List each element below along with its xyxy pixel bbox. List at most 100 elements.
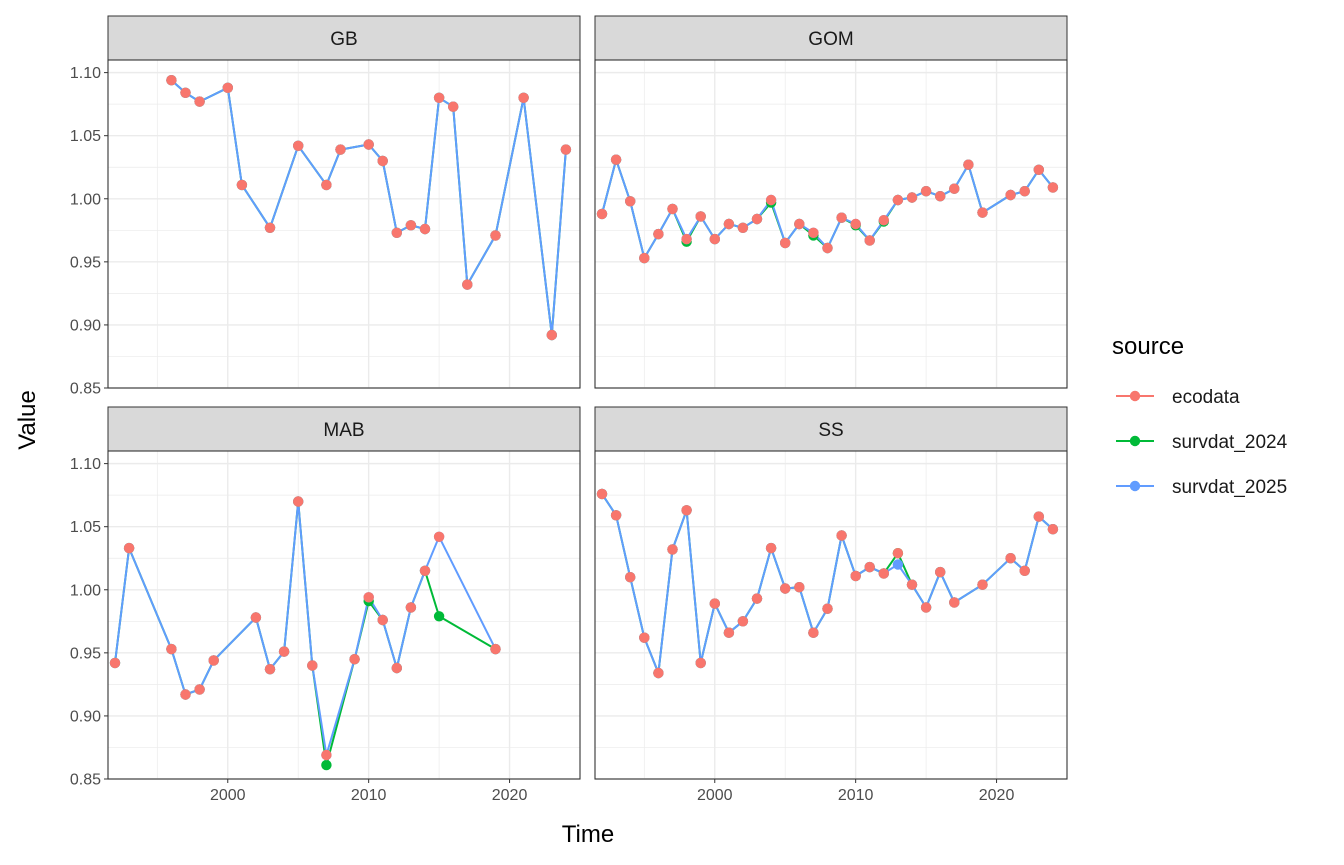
point-ecodata <box>560 144 572 155</box>
point-ecodata <box>977 579 988 590</box>
point-ecodata <box>123 542 135 554</box>
point-ecodata <box>850 218 861 230</box>
point-ecodata <box>906 579 918 590</box>
point-ecodata <box>293 140 304 151</box>
point-ecodata <box>695 211 706 222</box>
point-ecodata <box>695 657 706 669</box>
point-ecodata <box>1033 164 1045 175</box>
point-ecodata <box>737 616 749 627</box>
point-ecodata <box>448 101 459 112</box>
point-ecodata <box>808 227 819 238</box>
point-ecodata <box>906 192 918 203</box>
y-tick-label: 0.90 <box>70 708 101 725</box>
point-ecodata <box>850 570 861 582</box>
point-ecodata <box>709 233 720 245</box>
point-ecodata <box>737 222 749 233</box>
point-ecodata <box>935 191 946 202</box>
point-ecodata <box>490 230 501 241</box>
point-ecodata <box>194 96 205 107</box>
point-ecodata <box>723 627 735 638</box>
point-ecodata <box>596 208 608 220</box>
point-ecodata <box>433 531 445 542</box>
point-ecodata <box>836 212 847 223</box>
point-ecodata <box>264 222 276 233</box>
point-ecodata <box>1005 189 1016 201</box>
legend-entry-survdat_2024: survdat_2024 <box>1116 432 1288 453</box>
point-ecodata <box>808 627 819 638</box>
point-ecodata <box>490 643 501 655</box>
point-ecodata <box>1019 186 1030 197</box>
point-survdat_2025 <box>892 559 904 570</box>
point-ecodata <box>667 203 678 215</box>
point-ecodata <box>878 215 889 226</box>
point-ecodata <box>822 242 833 254</box>
legend-key-point <box>1129 390 1141 402</box>
point-ecodata <box>935 566 946 578</box>
point-ecodata <box>751 213 763 225</box>
legend-label: survdat_2024 <box>1172 432 1288 453</box>
point-ecodata <box>1005 553 1016 564</box>
point-ecodata <box>166 643 177 655</box>
y-tick-label: 0.95 <box>70 254 101 271</box>
point-ecodata <box>794 218 805 230</box>
point-ecodata <box>208 655 219 666</box>
point-ecodata <box>653 667 664 679</box>
panel-border <box>107 450 581 780</box>
y-tick-label: 0.85 <box>70 772 101 789</box>
point-ecodata <box>667 544 678 555</box>
point-ecodata <box>610 154 622 165</box>
panel-ss: SS <box>594 406 1068 780</box>
x-axis-labels: 2000 2010 2020 2000 2010 2020 <box>210 779 1014 804</box>
point-ecodata <box>1019 565 1030 576</box>
facet-strip-label: GOM <box>808 29 853 50</box>
point-ecodata <box>405 602 417 613</box>
facet-strip <box>107 406 581 452</box>
point-ecodata <box>278 646 290 657</box>
point-ecodata <box>518 92 529 104</box>
y-tick-label: 1.00 <box>70 582 101 599</box>
panel-background <box>108 451 580 779</box>
point-ecodata <box>864 235 875 246</box>
x-tick-label: 2010 <box>838 787 874 804</box>
point-ecodata <box>780 583 791 594</box>
panel-background <box>108 60 580 388</box>
point-ecodata <box>892 548 904 559</box>
panel-gom: GOM <box>594 15 1068 389</box>
legend-key-point <box>1129 480 1141 492</box>
point-ecodata <box>405 220 417 231</box>
y-axis-title: Value <box>14 390 41 450</box>
point-ecodata <box>794 582 805 593</box>
x-tick-label: 2010 <box>351 787 387 804</box>
x-axis-title: Time <box>562 821 614 848</box>
point-ecodata <box>625 572 636 583</box>
facet-strip-label: GB <box>330 29 357 50</box>
point-ecodata <box>462 279 473 290</box>
point-ecodata <box>1047 182 1059 193</box>
point-ecodata <box>363 592 374 603</box>
point-ecodata <box>709 598 720 609</box>
point-ecodata <box>639 252 650 264</box>
point-ecodata <box>419 223 431 235</box>
point-survdat_2024 <box>321 759 332 771</box>
point-ecodata <box>878 568 889 579</box>
point-ecodata <box>433 92 445 104</box>
y-tick-label: 1.00 <box>70 191 101 208</box>
facet-strip-label: SS <box>818 420 843 441</box>
point-ecodata <box>1047 524 1059 535</box>
point-survdat_2024 <box>433 611 445 622</box>
point-ecodata <box>546 329 557 341</box>
point-ecodata <box>166 75 177 86</box>
facet-strip <box>107 15 581 61</box>
point-ecodata <box>822 603 833 614</box>
point-ecodata <box>180 87 191 99</box>
panel-gb: GB <box>107 15 581 389</box>
legend-entry-survdat_2025: survdat_2025 <box>1116 477 1287 498</box>
point-ecodata <box>194 684 205 695</box>
panel-mab: MAB <box>107 406 581 780</box>
point-ecodata <box>349 654 360 665</box>
panel-border <box>594 450 1068 780</box>
point-ecodata <box>180 689 191 700</box>
point-ecodata <box>681 505 692 516</box>
point-ecodata <box>892 194 904 206</box>
y-tick-label: 1.10 <box>70 65 101 82</box>
